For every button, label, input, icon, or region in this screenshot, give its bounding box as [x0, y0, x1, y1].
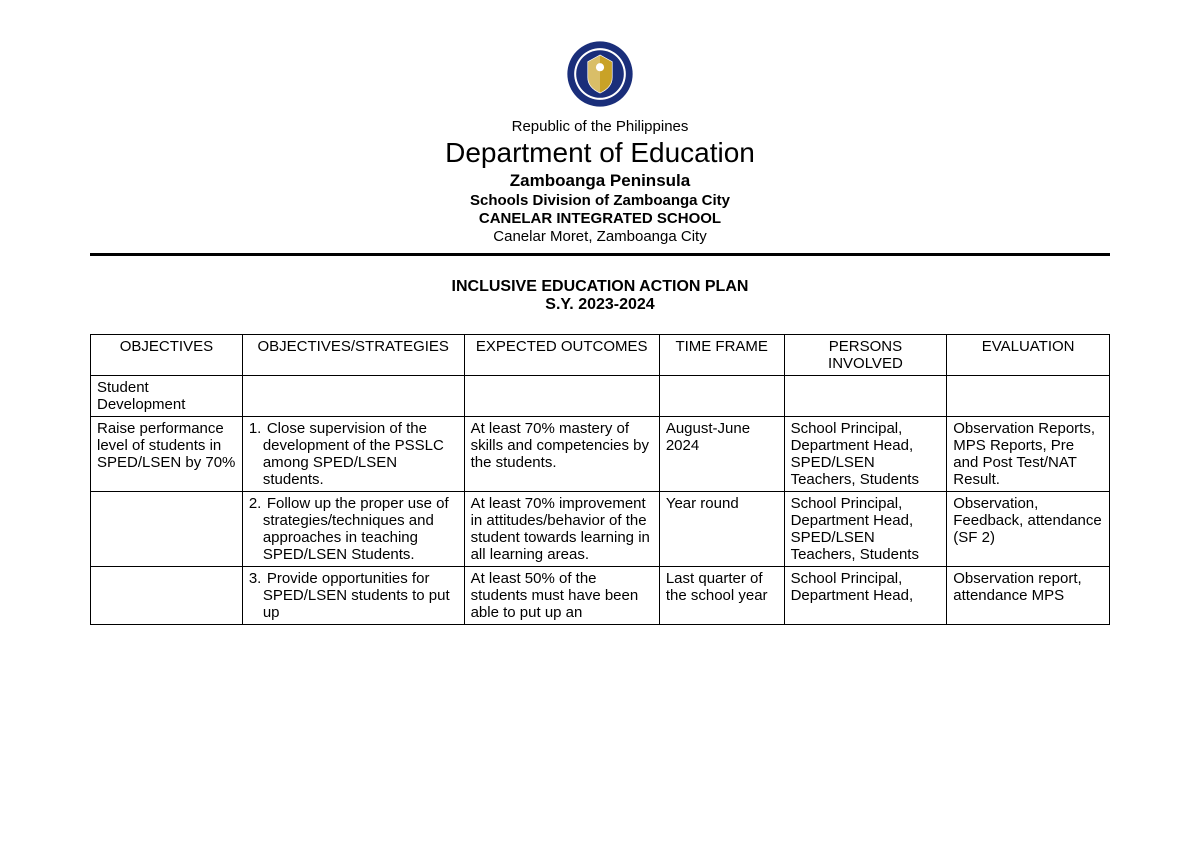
republic-line: Republic of the Philippines	[90, 118, 1110, 135]
table-row: Raise performance level of students in S…	[91, 417, 1110, 492]
cell-objective	[91, 492, 243, 567]
address-line: Canelar Moret, Zamboanga City	[90, 228, 1110, 245]
cell-persons: School Principal, Department Head, SPED/…	[784, 492, 947, 567]
document-title: INCLUSIVE EDUCATION ACTION PLAN S.Y. 202…	[90, 278, 1110, 314]
cell-eval: Observation Reports, MPS Reports, Pre an…	[947, 417, 1110, 492]
cell-objective: Raise performance level of students in S…	[91, 417, 243, 492]
cell-time: Year round	[659, 492, 784, 567]
cell-outcome: At least 50% of the students must have b…	[464, 567, 659, 625]
action-plan-table: OBJECTIVES OBJECTIVES/STRATEGIES EXPECTE…	[90, 334, 1110, 625]
section-label: Student Development	[91, 376, 243, 417]
col-persons: PERSONS INVOLVED	[784, 335, 947, 376]
department-line: Department of Education	[90, 137, 1110, 169]
plan-title: INCLUSIVE EDUCATION ACTION PLAN	[90, 278, 1110, 296]
cell-strategy: 2.Follow up the proper use of strategies…	[242, 492, 464, 567]
deped-seal-icon	[566, 40, 634, 108]
school-line: CANELAR INTEGRATED SCHOOL	[90, 210, 1110, 227]
col-objectives: OBJECTIVES	[91, 335, 243, 376]
region-line: Zamboanga Peninsula	[90, 171, 1110, 191]
cell-persons: School Principal, Department Head,	[784, 567, 947, 625]
table-header-row: OBJECTIVES OBJECTIVES/STRATEGIES EXPECTE…	[91, 335, 1110, 376]
col-time: TIME FRAME	[659, 335, 784, 376]
cell-eval: Observation, Feedback, attendance (SF 2)	[947, 492, 1110, 567]
division-line: Schools Division of Zamboanga City	[90, 192, 1110, 209]
header-divider	[90, 253, 1110, 256]
col-strategies: OBJECTIVES/STRATEGIES	[242, 335, 464, 376]
col-outcomes: EXPECTED OUTCOMES	[464, 335, 659, 376]
cell-eval: Observation report, attendance MPS	[947, 567, 1110, 625]
col-eval: EVALUATION	[947, 335, 1110, 376]
table-row: 2.Follow up the proper use of strategies…	[91, 492, 1110, 567]
cell-outcome: At least 70% improvement in attitudes/be…	[464, 492, 659, 567]
cell-objective	[91, 567, 243, 625]
cell-persons: School Principal, Department Head, SPED/…	[784, 417, 947, 492]
section-row: Student Development	[91, 376, 1110, 417]
table-row: 3.Provide opportunities for SPED/LSEN st…	[91, 567, 1110, 625]
cell-strategy: 3.Provide opportunities for SPED/LSEN st…	[242, 567, 464, 625]
plan-year: S.Y. 2023-2024	[90, 296, 1110, 314]
cell-time: August-June 2024	[659, 417, 784, 492]
cell-strategy: 1.Close supervision of the development o…	[242, 417, 464, 492]
cell-outcome: At least 70% mastery of skills and compe…	[464, 417, 659, 492]
letterhead: Republic of the Philippines Department o…	[90, 40, 1110, 245]
cell-time: Last quarter of the school year	[659, 567, 784, 625]
